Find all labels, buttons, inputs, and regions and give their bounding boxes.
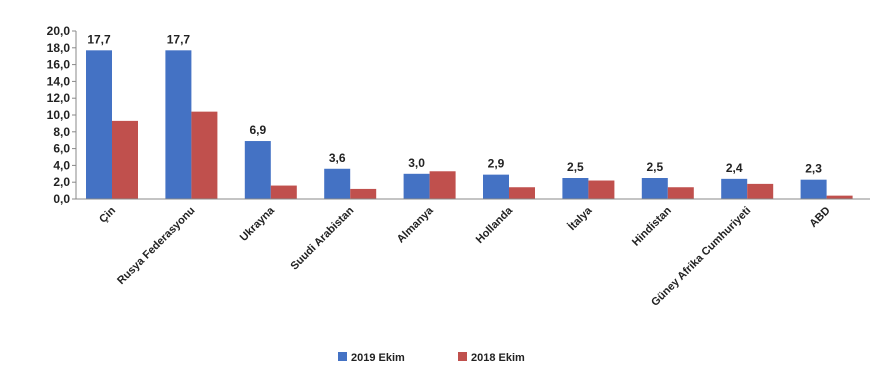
- legend: 2019 Ekim 2018 Ekim: [338, 352, 525, 364]
- x-tick-label: Ukrayna: [238, 204, 278, 244]
- bar-series-2: [588, 180, 615, 199]
- bar-series-1: [165, 50, 192, 199]
- x-tick-label: Suudi Arabistan: [288, 204, 356, 272]
- bar-series-2: [509, 187, 535, 199]
- y-tick-label: 8,0: [53, 125, 70, 139]
- legend-swatch: [458, 352, 467, 361]
- bar-series-1: [244, 141, 271, 199]
- legend-swatch: [338, 352, 347, 361]
- y-tick-label: 6,0: [53, 142, 70, 156]
- y-tick-label: 14,0: [47, 74, 71, 88]
- data-label: 2,4: [726, 161, 743, 175]
- data-label: 3,0: [408, 156, 425, 170]
- data-label: 2,5: [646, 160, 663, 174]
- data-label: 2,3: [805, 162, 822, 176]
- bar-series-2: [747, 183, 774, 199]
- bar-series-2: [270, 185, 297, 199]
- bar-series-1: [324, 168, 351, 199]
- y-axis: 0,0 2,0 4,0 6,0 8,0 10,0 12,0 14,0 16,0 18,0 20,0: [47, 24, 77, 206]
- y-tick-label: 16,0: [47, 58, 71, 72]
- x-tick-label: Hindistan: [630, 204, 674, 248]
- y-tick-label: 4,0: [53, 158, 70, 172]
- y-tick-label: 0,0: [53, 192, 70, 206]
- bar-series-2: [667, 187, 694, 199]
- x-tick-label: Çin: [97, 204, 118, 225]
- data-label: 17,7: [87, 32, 111, 46]
- y-tick-label: 12,0: [47, 91, 71, 105]
- bars-group: [86, 50, 853, 199]
- data-label: 3,6: [329, 151, 346, 165]
- bar-series-1: [562, 178, 589, 199]
- x-tick-label: Almanya: [395, 204, 437, 246]
- y-tick-label: 20,0: [47, 24, 71, 38]
- legend-label: 2019 Ekim: [351, 352, 405, 364]
- y-tick-label: 18,0: [47, 41, 71, 55]
- bar-series-2: [191, 111, 218, 199]
- bar-series-1: [641, 178, 668, 199]
- bar-series-1: [721, 178, 748, 199]
- bar-series-2: [350, 188, 377, 199]
- bar-series-1: [800, 179, 827, 199]
- x-tick-label: Rusya Federasyonu: [115, 205, 197, 287]
- x-tick-label: Hollanda: [474, 204, 516, 246]
- x-tick-label: ABD: [807, 205, 832, 230]
- data-label: 2,9: [488, 157, 505, 171]
- data-labels-group: 17,7 17,7 6,9 3,6 3,0 2,9 2,5 2,5 2,4 2,3: [87, 32, 822, 175]
- bar-series-2: [429, 171, 456, 199]
- data-label: 6,9: [249, 123, 266, 137]
- y-tick-label: 10,0: [47, 108, 71, 122]
- bar-series-1: [403, 173, 430, 199]
- data-label: 2,5: [567, 160, 584, 174]
- x-tick-label: İtalya: [565, 203, 595, 233]
- bar-series-1: [86, 50, 112, 199]
- legend-label: 2018 Ekim: [471, 352, 525, 364]
- bar-series-2: [112, 120, 138, 199]
- bar-series-2: [826, 195, 853, 199]
- bar-series-1: [483, 174, 509, 199]
- data-label: 17,7: [167, 32, 191, 46]
- y-tick-label: 2,0: [53, 175, 70, 189]
